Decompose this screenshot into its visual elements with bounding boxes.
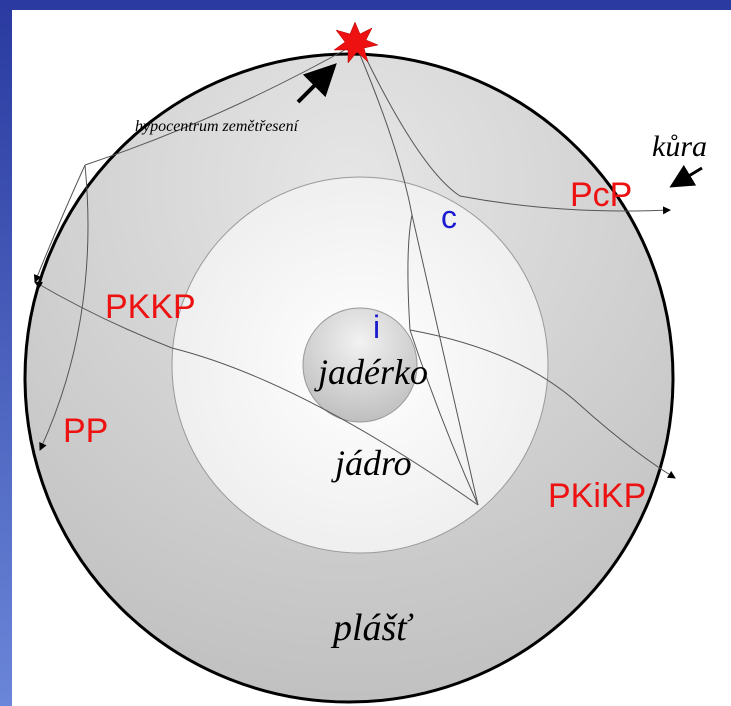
outer-core-label: jádro xyxy=(331,443,412,483)
earth-diagram: hypocentrum zemětřesení kůra PcP c PKKP … xyxy=(0,0,731,706)
i-label: i xyxy=(373,309,380,345)
mantle-label: plášť xyxy=(330,607,413,649)
pcp-label: PcP xyxy=(570,176,632,214)
hypocenter-label: hypocentrum zemětřesení xyxy=(135,118,300,135)
c-label: c xyxy=(441,199,457,235)
inner-core-label: jadérko xyxy=(314,352,428,392)
pkkp-label: PKKP xyxy=(105,288,196,326)
pp-label: PP xyxy=(63,412,108,450)
crust-label: kůra xyxy=(652,130,707,163)
pkikp-label: PKiKP xyxy=(548,477,646,515)
